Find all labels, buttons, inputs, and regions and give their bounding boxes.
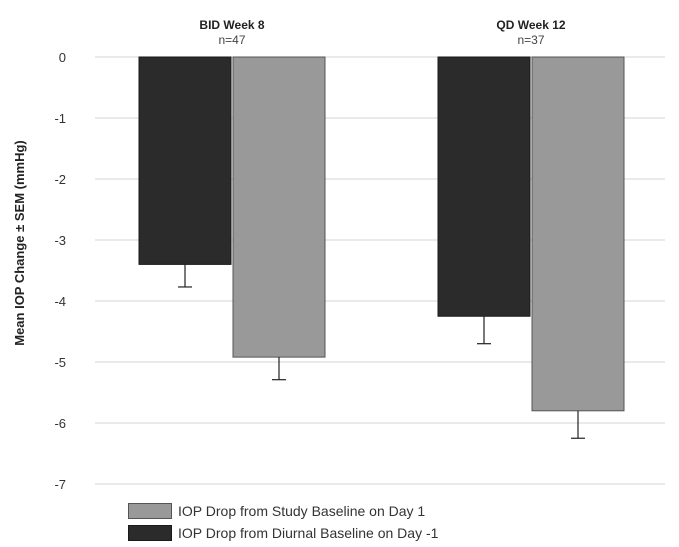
group-n-label: n=47: [218, 33, 245, 47]
y-axis-label: Mean IOP Change ± SEM (mmHg): [12, 140, 27, 346]
legend-item-diurnal-baseline: IOP Drop from Diurnal Baseline on Day -1: [128, 522, 438, 544]
legend-label: IOP Drop from Study Baseline on Day 1: [178, 503, 426, 519]
legend-swatch: [128, 525, 172, 541]
legend: IOP Drop from Study Baseline on Day 1 IO…: [128, 500, 438, 544]
y-tick-label: -7: [54, 477, 66, 492]
y-tick-label: -2: [54, 172, 66, 187]
group-n-label: n=37: [517, 33, 544, 47]
legend-swatch: [128, 503, 172, 519]
group-title: QD Week 12: [496, 18, 565, 32]
legend-item-study-baseline: IOP Drop from Study Baseline on Day 1: [128, 500, 438, 522]
bar: [138, 56, 232, 265]
bar: [437, 56, 531, 317]
group-titles: BID Week 8n=47 QD Week 12n=37: [199, 18, 565, 47]
y-tick-label: 0: [59, 50, 66, 65]
error-bars: [178, 264, 585, 439]
legend-label: IOP Drop from Diurnal Baseline on Day -1: [178, 525, 439, 541]
y-axis-ticks: 0 -1 -2 -3 -4 -5 -6 -7: [54, 50, 66, 492]
bars: [138, 56, 625, 412]
bar: [531, 56, 625, 412]
y-tick-label: -6: [54, 416, 66, 431]
group-title: BID Week 8: [199, 18, 264, 32]
bar: [232, 56, 326, 358]
y-tick-label: -3: [54, 233, 66, 248]
y-tick-label: -1: [54, 111, 66, 126]
y-tick-label: -4: [54, 294, 66, 309]
y-tick-label: -5: [54, 355, 66, 370]
